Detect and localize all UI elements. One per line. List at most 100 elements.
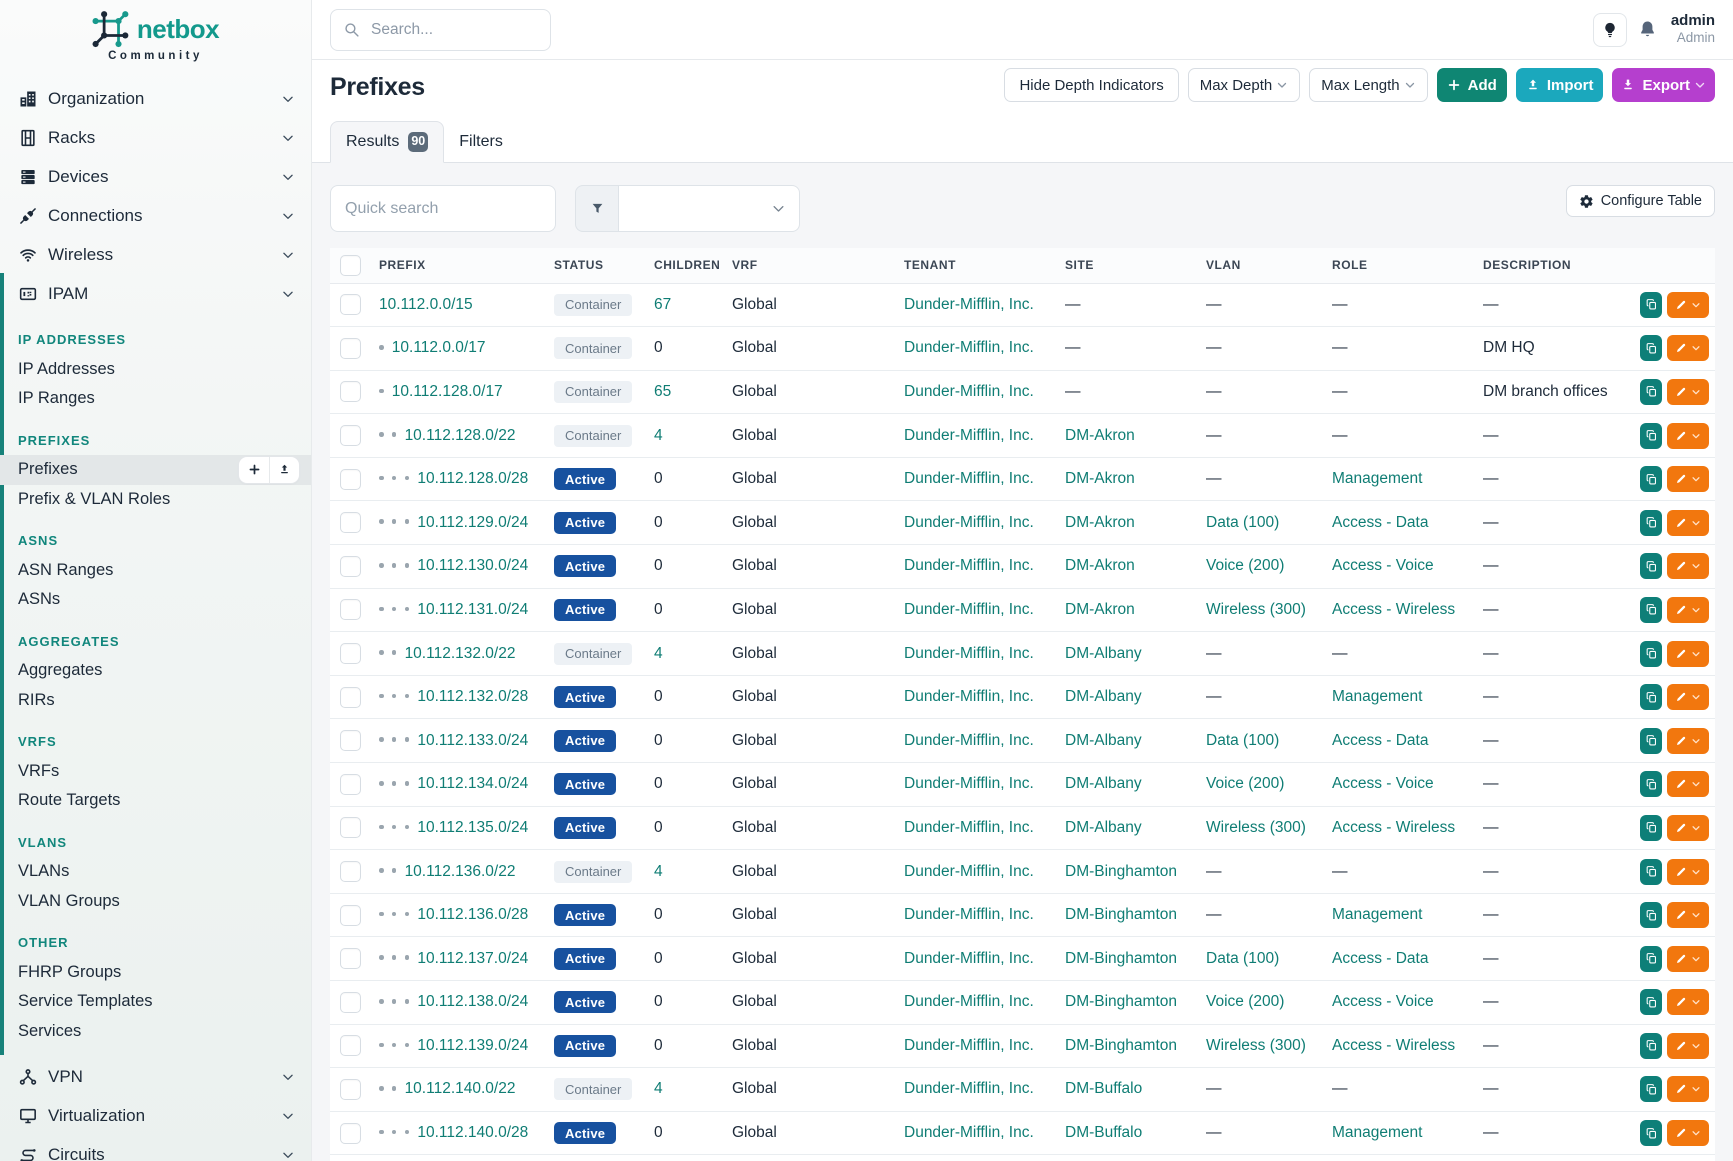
clone-button[interactable] [1640, 858, 1662, 885]
column-header-prefix[interactable]: PREFIX [377, 248, 552, 284]
edit-button[interactable] [1667, 727, 1709, 754]
prefix-link[interactable]: 10.112.132.0/22 [404, 644, 516, 662]
prefix-link[interactable]: 10.112.137.0/24 [417, 949, 529, 967]
tenant-link[interactable]: Dunder-Mifflin, Inc. [904, 906, 1034, 924]
edit-button[interactable] [1667, 858, 1709, 885]
clone-button[interactable] [1640, 291, 1662, 318]
site-link[interactable]: DM-Buffalo [1065, 1124, 1143, 1142]
vlan-link[interactable]: Wireless (300) [1206, 818, 1306, 836]
hide-depth-indicators-button[interactable]: Hide Depth Indicators [1004, 68, 1179, 102]
site-link[interactable]: DM-Binghamton [1065, 949, 1177, 967]
prefix-link[interactable]: 10.112.0.0/15 [379, 295, 473, 313]
clone-button[interactable] [1640, 553, 1662, 580]
role-link[interactable]: Access - Voice [1332, 993, 1434, 1011]
configure-table-button[interactable]: Configure Table [1565, 185, 1715, 217]
column-header-description[interactable]: DESCRIPTION [1481, 248, 1634, 284]
add-button[interactable]: Add [1436, 68, 1507, 102]
sidebar-item-ip-addresses[interactable]: IP Addresses [0, 355, 311, 385]
clone-button[interactable] [1640, 945, 1662, 972]
prefix-link[interactable]: 10.112.133.0/24 [417, 731, 529, 749]
clone-button[interactable] [1640, 378, 1662, 405]
prefix-link[interactable]: 10.112.130.0/24 [417, 557, 529, 575]
edit-button[interactable] [1667, 1076, 1709, 1103]
children-count-link[interactable]: 4 [654, 644, 663, 662]
prefix-link[interactable]: 10.112.136.0/28 [417, 906, 529, 924]
clone-button[interactable] [1640, 509, 1662, 536]
site-link[interactable]: DM-Binghamton [1065, 1036, 1177, 1054]
site-link[interactable]: DM-Albany [1065, 644, 1142, 662]
vlan-link[interactable]: Voice (200) [1206, 993, 1285, 1011]
edit-button[interactable] [1667, 1120, 1709, 1147]
sidebar-item-services[interactable]: Services [0, 1017, 311, 1047]
role-link[interactable]: Management [1332, 1124, 1423, 1142]
site-link[interactable]: DM-Albany [1065, 688, 1142, 706]
role-link[interactable]: Access - Voice [1332, 775, 1434, 793]
sidebar-item-rirs[interactable]: RIRs [0, 686, 311, 716]
prefix-link[interactable]: 10.112.134.0/24 [417, 775, 529, 793]
sidebar-item-service-templates[interactable]: Service Templates [0, 987, 311, 1017]
edit-button[interactable] [1667, 335, 1709, 362]
column-header-site[interactable]: SITE [1063, 248, 1204, 284]
tenant-link[interactable]: Dunder-Mifflin, Inc. [904, 949, 1034, 967]
max-depth-dropdown[interactable]: Max Depth [1187, 68, 1301, 102]
sidebar-item-aggregates[interactable]: Aggregates [0, 656, 311, 686]
sidebar-menu-racks[interactable]: Racks [0, 118, 311, 157]
clone-button[interactable] [1640, 1076, 1662, 1103]
notifications-button[interactable] [1637, 19, 1658, 40]
import-button[interactable]: Import [1515, 68, 1604, 102]
theme-toggle-button[interactable] [1592, 12, 1627, 47]
tenant-link[interactable]: Dunder-Mifflin, Inc. [904, 775, 1034, 793]
role-link[interactable]: Access - Data [1332, 949, 1429, 967]
clone-button[interactable] [1640, 422, 1662, 449]
tenant-link[interactable]: Dunder-Mifflin, Inc. [904, 1124, 1034, 1142]
site-link[interactable]: DM-Albany [1065, 775, 1142, 793]
clone-button[interactable] [1640, 1120, 1662, 1147]
prefix-link[interactable]: 10.112.138.0/24 [417, 993, 529, 1011]
column-header-tenant[interactable]: TENANT [902, 248, 1063, 284]
role-link[interactable]: Access - Wireless [1332, 1036, 1456, 1054]
sidebar-menu-devices[interactable]: Devices [0, 157, 311, 196]
row-checkbox[interactable] [340, 512, 361, 534]
quick-search-input[interactable] [345, 199, 541, 218]
row-checkbox[interactable] [340, 773, 361, 795]
children-count-link[interactable]: 65 [654, 382, 672, 400]
clone-button[interactable] [1640, 335, 1662, 362]
tenant-link[interactable]: Dunder-Mifflin, Inc. [904, 382, 1034, 400]
edit-button[interactable] [1667, 553, 1709, 580]
site-link[interactable]: DM-Akron [1065, 426, 1135, 444]
user-menu[interactable]: admin Admin [1671, 12, 1715, 48]
column-header-children[interactable]: CHILDREN [652, 248, 730, 284]
prefix-link[interactable]: 10.112.0.0/17 [391, 339, 486, 357]
vlan-link[interactable]: Voice (200) [1206, 557, 1285, 575]
clone-button[interactable] [1640, 640, 1662, 667]
site-link[interactable]: DM-Akron [1065, 600, 1135, 618]
clone-button[interactable] [1640, 466, 1662, 493]
quick-import-button[interactable] [269, 456, 299, 483]
sidebar-menu-connections[interactable]: Connections [0, 196, 311, 235]
edit-button[interactable] [1667, 466, 1709, 493]
edit-button[interactable] [1667, 291, 1709, 318]
role-link[interactable]: Access - Wireless [1332, 600, 1456, 618]
role-link[interactable]: Access - Voice [1332, 557, 1434, 575]
site-link[interactable]: DM-Akron [1065, 557, 1135, 575]
row-checkbox[interactable] [340, 1035, 361, 1057]
tenant-link[interactable]: Dunder-Mifflin, Inc. [904, 862, 1034, 880]
edit-button[interactable] [1667, 378, 1709, 405]
site-link[interactable]: DM-Binghamton [1065, 862, 1177, 880]
clone-button[interactable] [1640, 596, 1662, 623]
vlan-link[interactable]: Voice (200) [1206, 775, 1285, 793]
sidebar-item-vlan-groups[interactable]: VLAN Groups [0, 887, 311, 917]
tab-filters[interactable]: Filters [459, 133, 503, 150]
tenant-link[interactable]: Dunder-Mifflin, Inc. [904, 688, 1034, 706]
edit-button[interactable] [1667, 422, 1709, 449]
row-checkbox[interactable] [340, 468, 361, 490]
saved-filter-select[interactable] [618, 185, 800, 232]
sidebar-item-vrfs[interactable]: VRFs [0, 757, 311, 787]
prefix-link[interactable]: 10.112.136.0/22 [404, 862, 516, 880]
clone-button[interactable] [1640, 684, 1662, 711]
row-checkbox[interactable] [340, 861, 361, 883]
vlan-link[interactable]: Wireless (300) [1206, 1036, 1306, 1054]
clone-button[interactable] [1640, 989, 1662, 1016]
row-checkbox[interactable] [340, 904, 361, 926]
prefix-link[interactable]: 10.112.131.0/24 [417, 600, 529, 618]
